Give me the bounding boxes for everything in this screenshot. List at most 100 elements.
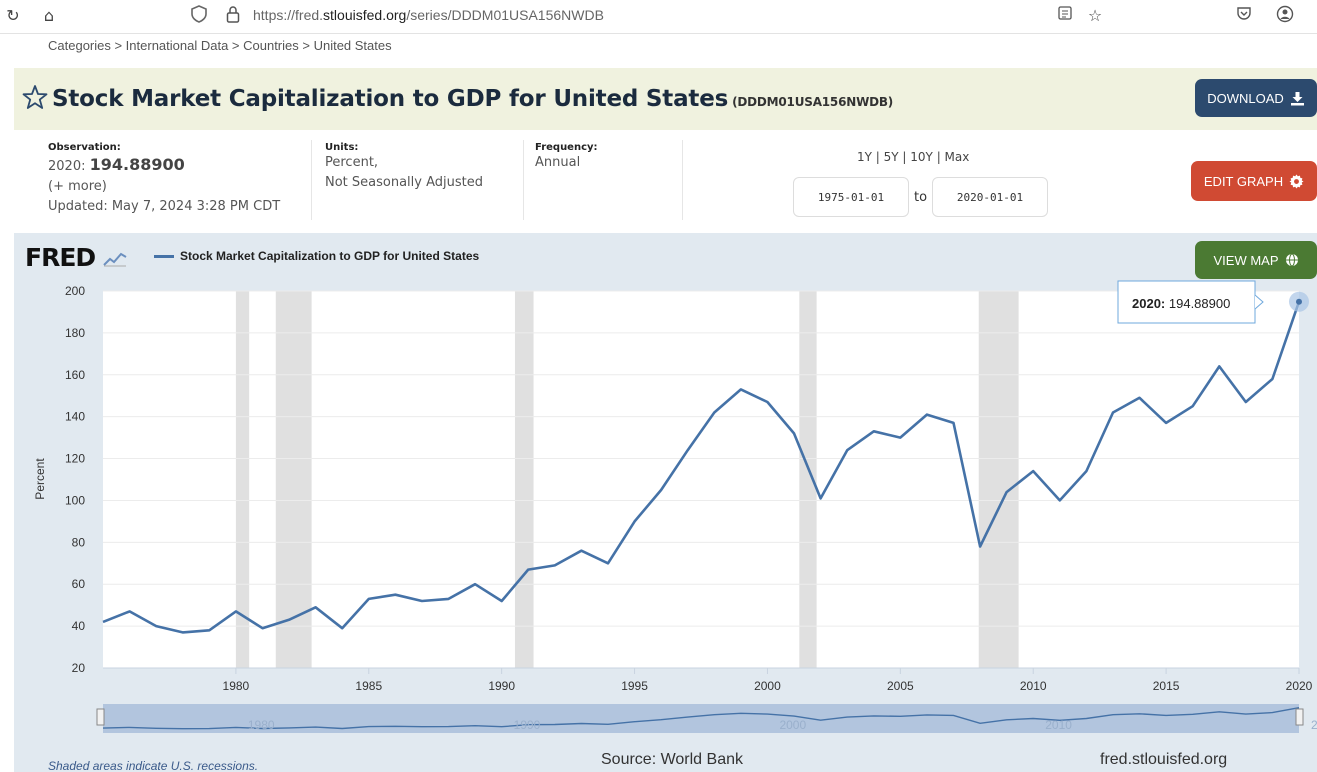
navigator[interactable]: 1980 1990 2000 2010 20 <box>96 704 1317 733</box>
legend-swatch <box>154 254 174 258</box>
recession-band <box>799 291 817 668</box>
start-date-input[interactable]: 1975-01-01 <box>793 177 909 217</box>
frequency-value: Annual <box>535 155 581 170</box>
svg-text:2020: 194.88900: 2020: 194.88900 <box>1132 296 1230 311</box>
browser-toolbar: ↻ ⌂ https://fred.stlouisfed.org/series/D… <box>0 0 1317 34</box>
x-tick-label: 2020 <box>1286 679 1313 693</box>
y-tick-label: 180 <box>65 326 85 340</box>
series-line[interactable] <box>102 301 1301 634</box>
download-label: DOWNLOAD <box>1207 90 1284 106</box>
y-tick-label: 100 <box>65 493 85 507</box>
tooltip-value: 194.88900 <box>1169 296 1230 311</box>
tooltip-pointer <box>1254 294 1264 310</box>
url-prefix: https://fred. <box>253 7 324 23</box>
gear-icon <box>1289 173 1304 189</box>
x-tick-label: 2005 <box>887 679 914 693</box>
meta-divider <box>311 140 312 220</box>
units-label: Units: <box>325 142 359 153</box>
gridlines <box>103 290 1299 669</box>
download-button[interactable]: DOWNLOAD <box>1195 79 1317 117</box>
observation-block: Observation: 2020: 194.88900 (+ more) Up… <box>48 142 280 217</box>
line-chart: 20 40 60 80 100 120 140 160 180 200 1980 1985 1990 1… <box>33 280 1317 733</box>
y-tick-label: 120 <box>65 452 85 466</box>
observation-year: 2020: <box>48 159 86 174</box>
reload-icon[interactable]: ↻ <box>6 6 20 25</box>
recession-band <box>514 291 534 668</box>
navigator-label: 2000 <box>779 718 806 732</box>
navigator-series <box>102 707 1300 730</box>
frequency-block: Frequency: Annual <box>535 142 598 173</box>
bookmark-star-icon[interactable]: ☆ <box>1087 6 1103 25</box>
x-tick-label: 1980 <box>223 679 250 693</box>
x-axis-ticks: 1980 1985 1990 1995 2000 2005 2010 2015 2020 <box>223 668 1313 693</box>
breadcrumb[interactable]: Categories > International Data > Countr… <box>48 38 392 53</box>
account-icon[interactable] <box>1274 5 1296 27</box>
x-tick-label: 2010 <box>1020 679 1047 693</box>
y-tick-label: 140 <box>65 410 85 424</box>
y-tick-label: 40 <box>72 619 86 633</box>
y-tick-label: 200 <box>65 284 85 298</box>
navigator-label: 1990 <box>514 718 541 732</box>
pocket-icon[interactable] <box>1233 5 1255 27</box>
source-text: Source: World Bank <box>601 751 743 768</box>
reader-view-icon[interactable] <box>1054 5 1076 27</box>
url-domain: stlouisfed.org <box>323 7 407 23</box>
home-icon[interactable]: ⌂ <box>43 6 55 25</box>
x-tick-label: 1995 <box>621 679 648 693</box>
page-title: Stock Market Capitalization to GDP for U… <box>52 86 893 112</box>
y-tick-label: 80 <box>72 535 86 549</box>
legend-label: Stock Market Capitalization to GDP for U… <box>180 249 480 263</box>
shield-icon[interactable] <box>188 5 210 27</box>
y-axis-label: Percent <box>33 458 47 500</box>
navigator-label: 1980 <box>248 718 275 732</box>
recession-note: Shaded areas indicate U.S. recessions. <box>48 759 259 772</box>
observation-value: 194.88900 <box>89 155 185 174</box>
x-tick-label: 2015 <box>1153 679 1180 693</box>
tooltip: 2020: 194.88900 <box>1117 280 1264 324</box>
recession-band <box>978 291 1019 668</box>
view-map-label: VIEW MAP <box>1213 252 1279 268</box>
edit-graph-button[interactable]: EDIT GRAPH <box>1191 161 1317 201</box>
recession-shading <box>235 291 1019 668</box>
lock-icon[interactable] <box>222 5 244 27</box>
title-band: Stock Market Capitalization to GDP for U… <box>14 68 1317 130</box>
edit-graph-label: EDIT GRAPH <box>1203 173 1284 189</box>
x-tick-label: 1985 <box>355 679 382 693</box>
x-tick-label: 2000 <box>754 679 781 693</box>
chart-panel: 20 40 60 80 100 120 140 160 180 200 1980 1985 1990 1… <box>14 233 1317 772</box>
download-icon <box>1290 91 1304 105</box>
navigator-label: 2010 <box>1045 718 1072 732</box>
recession-band <box>235 291 250 668</box>
fred-logo-text: FRED <box>25 243 96 272</box>
units-line2: Not Seasonally Adjusted <box>325 175 483 190</box>
y-tick-label: 60 <box>72 577 86 591</box>
updated-text: Updated: May 7, 2024 3:28 PM CDT <box>48 199 281 214</box>
end-date-input[interactable]: 2020-01-01 <box>932 177 1048 217</box>
meta-divider <box>523 140 524 220</box>
tooltip-year: 2020: <box>1132 296 1165 311</box>
units-block: Units: Percent, Not Seasonally Adjusted <box>325 142 483 193</box>
range-links[interactable]: 1Y | 5Y | 10Y | Max <box>857 150 970 164</box>
view-map-button[interactable]: VIEW MAP <box>1195 241 1317 279</box>
url-path: /series/DDDM01USA156NWDB <box>406 7 604 23</box>
units-line1: Percent, <box>325 155 379 170</box>
meta-divider <box>682 140 683 220</box>
favorite-star-icon[interactable] <box>22 84 48 110</box>
chart-legend: Stock Market Capitalization to GDP for U… <box>154 249 479 263</box>
y-tick-label: 160 <box>65 368 85 382</box>
navigator-handle-left[interactable] <box>96 708 105 726</box>
highlight-point[interactable] <box>1296 298 1302 305</box>
more-observations-link[interactable]: (+ more) <box>48 179 107 194</box>
navigator-labels: 1980 1990 2000 2010 20 <box>248 718 1317 732</box>
y-tick-label: 20 <box>72 661 86 675</box>
fred-logo[interactable]: FRED <box>25 243 127 272</box>
series-title: Stock Market Capitalization to GDP for U… <box>52 86 729 112</box>
tooltip-box <box>1117 280 1256 324</box>
observation-label: Observation: <box>48 142 121 153</box>
to-label: to <box>914 190 928 205</box>
url-bar[interactable]: https://fred.stlouisfed.org/series/DDDM0… <box>253 7 604 23</box>
navigator-handle-right[interactable] <box>1295 708 1304 726</box>
globe-icon <box>1285 253 1298 267</box>
site-credit[interactable]: fred.stlouisfed.org <box>1100 751 1228 768</box>
series-id: (DDDM01USA156NWDB) <box>732 95 894 109</box>
